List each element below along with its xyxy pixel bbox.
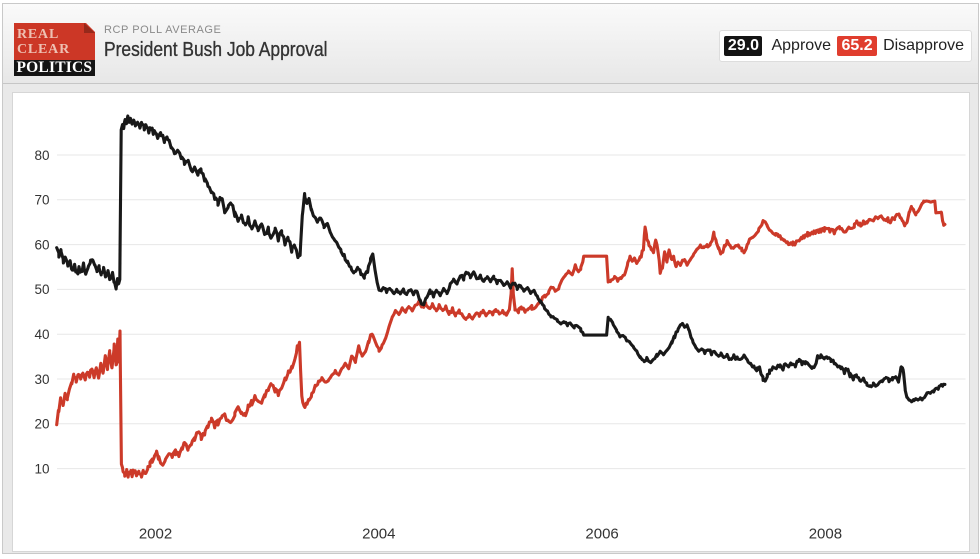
svg-text:2002: 2002 [139,526,172,543]
svg-text:30: 30 [34,372,49,387]
svg-text:40: 40 [34,327,49,342]
svg-text:2008: 2008 [809,526,842,543]
svg-text:70: 70 [34,193,49,208]
svg-text:50: 50 [34,282,49,297]
svg-text:20: 20 [34,417,49,432]
svg-text:2006: 2006 [585,526,618,543]
svg-text:80: 80 [34,148,49,163]
svg-text:2004: 2004 [362,526,395,543]
svg-text:10: 10 [34,461,49,476]
svg-text:60: 60 [34,237,49,252]
